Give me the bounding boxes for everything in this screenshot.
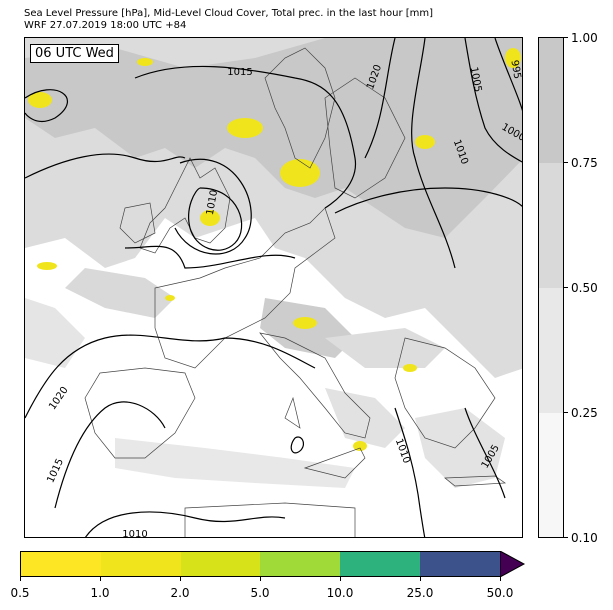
colorbar-tick <box>564 37 568 38</box>
colorbar-tick-label: 0.50 <box>571 281 598 295</box>
colorbar-segment <box>539 413 563 537</box>
colorbar-segment <box>260 552 341 576</box>
colorbar-tick-label: 10.0 <box>326 586 354 600</box>
colorbar-tick <box>564 287 568 288</box>
isobar-labels: 1015 1020 1005 995 1000 1010 1010 1020 1… <box>45 59 522 538</box>
colorbar-tick <box>420 577 421 581</box>
colorbar-segment <box>100 552 181 576</box>
map-subtitle: WRF 27.07.2019 18:00 UTC +84 <box>24 20 187 31</box>
colorbar-tick-label: 50.0 <box>486 586 514 600</box>
colorbar-segment <box>539 163 563 288</box>
map-panel: 1015 1020 1005 995 1000 1010 1010 1020 1… <box>24 37 523 538</box>
colorbar-tick <box>564 162 568 163</box>
colorbar-tick <box>100 577 101 581</box>
colorbar-segment <box>420 552 500 576</box>
colorbar-extend-arrow <box>500 551 526 577</box>
colorbar-segment <box>539 38 563 163</box>
colorbar-tick <box>500 577 501 581</box>
isobar-label: 1010 <box>122 529 147 538</box>
colorbar-segment <box>539 288 563 413</box>
colorbar-segment <box>340 552 421 576</box>
colorbar-tick <box>564 537 568 538</box>
colorbar-tick <box>260 577 261 581</box>
weather-map: 1015 1020 1005 995 1000 1010 1010 1020 1… <box>25 38 522 538</box>
isobar-label: 1020 <box>47 385 71 412</box>
colorbar-tick-label: 1.0 <box>90 586 110 600</box>
colorbar-tick-label: 1.00 <box>571 31 598 45</box>
colorbar-tick-label: 0.75 <box>571 156 598 170</box>
colorbar-tick-label: 5.0 <box>250 586 270 600</box>
isobar-label: 1005 <box>468 66 483 93</box>
colorbar-tick <box>340 577 341 581</box>
coastlines <box>84 47 507 537</box>
colorbar-segment <box>180 552 261 576</box>
forecast-time-label: 06 UTC Wed <box>30 44 119 63</box>
isobar-label: 1015 <box>227 67 252 78</box>
colorbar-tick <box>564 412 568 413</box>
colorbar-tick <box>20 577 21 581</box>
colorbar-segment <box>21 552 101 576</box>
colorbar-tick-label: 2.0 <box>170 586 190 600</box>
precipitation-colorbar <box>20 551 501 577</box>
isobar-label: 1010 <box>205 189 220 216</box>
colorbar-tick-label: 0.25 <box>571 406 598 420</box>
precipitation-layer <box>28 48 521 451</box>
colorbar-tick <box>180 577 181 581</box>
map-title: Sea Level Pressure [hPa], Mid-Level Clou… <box>24 8 434 19</box>
isobars <box>25 38 522 537</box>
isobar-label: 1010 <box>393 437 412 465</box>
colorbar-tick-label: 25.0 <box>406 586 434 600</box>
isobar-label: 995 <box>508 59 522 80</box>
cloud-cover-colorbar <box>538 37 564 538</box>
colorbar-tick-label: 0.10 <box>571 531 598 545</box>
colorbar-tick-label: 0.5 <box>10 586 30 600</box>
